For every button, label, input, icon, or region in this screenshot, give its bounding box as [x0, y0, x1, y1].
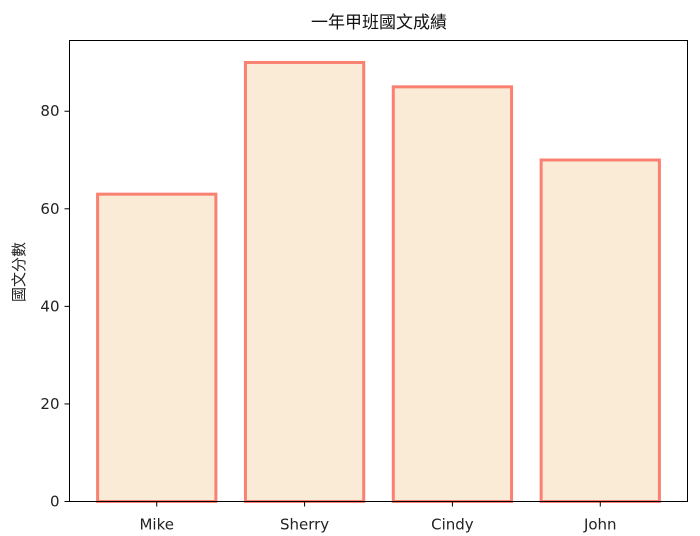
y-tick-label: 0 — [50, 493, 60, 511]
bar-cindy — [393, 87, 511, 502]
y-ticks-group: 0 20 40 60 80 — [40, 102, 69, 510]
x-tick-label: Sherry — [280, 516, 329, 534]
bar-sherry — [245, 62, 363, 501]
bar-mike — [98, 194, 216, 501]
x-ticks-group: Mike Sherry Cindy John — [139, 502, 616, 534]
y-tick-label: 20 — [40, 395, 59, 413]
y-tick-label: 40 — [40, 297, 59, 315]
x-tick-label: Mike — [139, 516, 174, 534]
y-tick-label: 80 — [40, 102, 59, 120]
bars-group — [98, 62, 660, 501]
x-tick-label: John — [583, 516, 617, 534]
x-tick-label: Cindy — [431, 516, 474, 534]
y-tick-label: 60 — [40, 200, 59, 218]
y-axis-label: 國文分數 — [10, 242, 28, 302]
bar-john — [541, 160, 659, 501]
chart-title: 一年甲班國文成績 — [311, 13, 447, 33]
